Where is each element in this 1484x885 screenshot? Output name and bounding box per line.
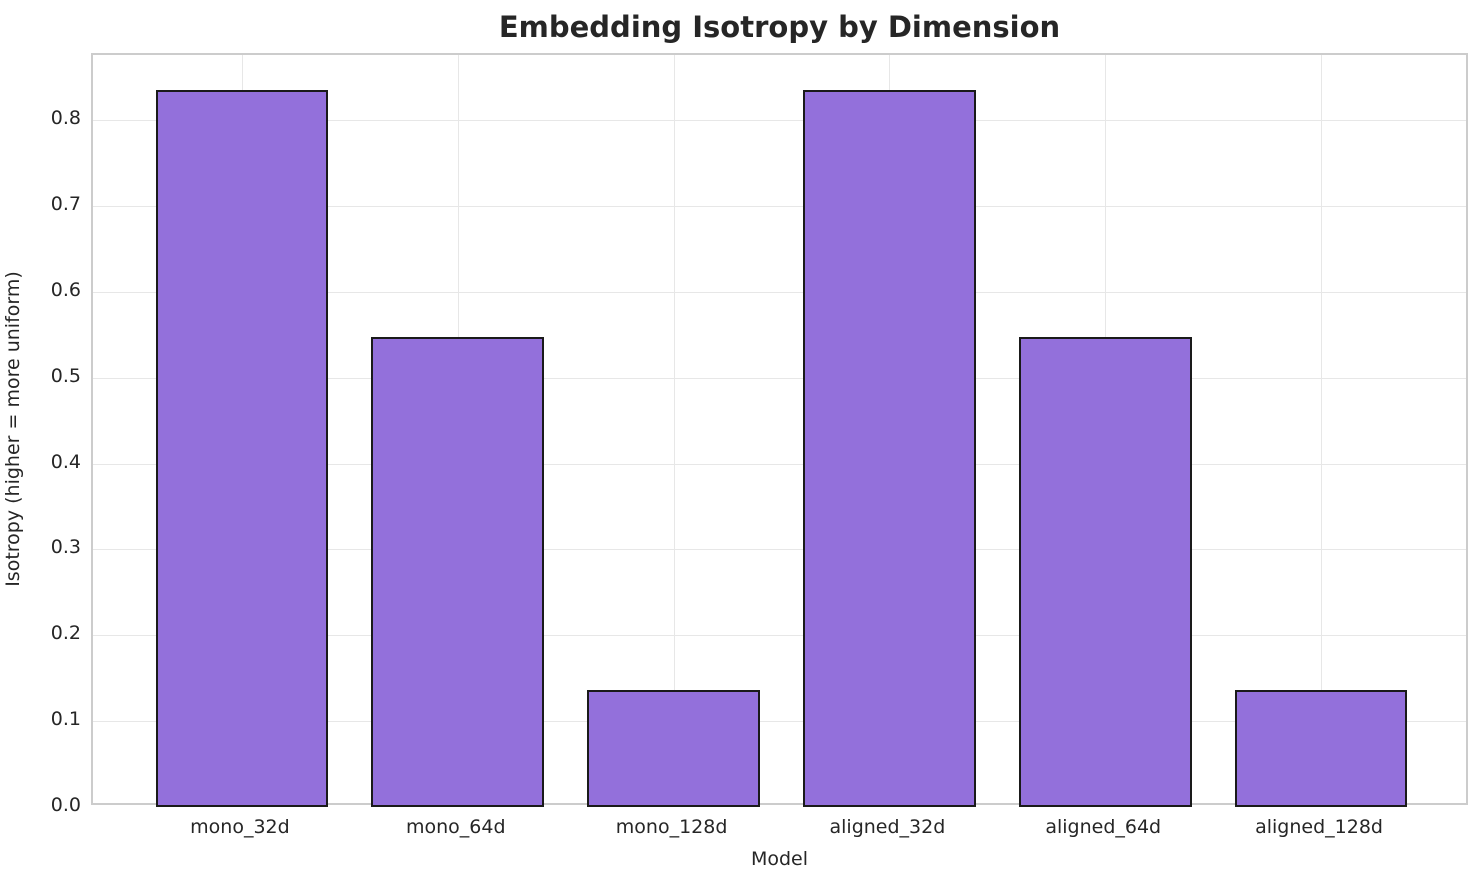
x-axis-label: Model <box>750 848 809 870</box>
y-tick-label: 0.4 <box>50 450 81 473</box>
y-tick-label: 0.7 <box>50 193 81 216</box>
y-tick-label: 0.1 <box>50 708 81 731</box>
y-gridline <box>93 549 1466 551</box>
bar-mono_64d <box>371 337 545 807</box>
y-gridline <box>93 635 1466 637</box>
x-tick-label-aligned_128d: aligned_128d <box>1255 816 1383 838</box>
x-tick-label-mono_32d: mono_32d <box>190 816 290 838</box>
y-gridline <box>93 721 1466 723</box>
y-tick-label: 0.6 <box>50 278 81 301</box>
y-tick-label: 0.8 <box>50 107 81 130</box>
y-tick-label: 0.5 <box>50 364 81 387</box>
y-tick-label: 0.3 <box>50 536 81 559</box>
bar-mono_32d <box>155 90 329 807</box>
bar-aligned_128d <box>1234 690 1408 807</box>
y-gridline <box>93 206 1466 208</box>
chart-title: Embedding Isotropy by Dimension <box>498 10 1061 44</box>
bar-mono_128d <box>587 690 760 807</box>
x-gridline <box>1321 55 1323 803</box>
bar-aligned_64d <box>1018 337 1192 807</box>
y-tick-label: 0.0 <box>50 794 81 816</box>
bar-aligned_32d <box>803 90 976 807</box>
y-gridline <box>93 463 1466 465</box>
x-tick-label-mono_64d: mono_64d <box>405 816 506 838</box>
y-gridline <box>93 377 1466 379</box>
x-tick-label-aligned_32d: aligned_32d <box>829 816 946 838</box>
plot-area <box>91 53 1468 807</box>
x-gridline <box>673 55 675 803</box>
x-tick-label-mono_128d: mono_128d <box>615 816 728 838</box>
y-gridline <box>93 291 1466 293</box>
x-tick-label-aligned_64d: aligned_64d <box>1045 816 1162 838</box>
y-gridline <box>93 120 1466 122</box>
y-tick-label: 0.2 <box>50 622 81 645</box>
